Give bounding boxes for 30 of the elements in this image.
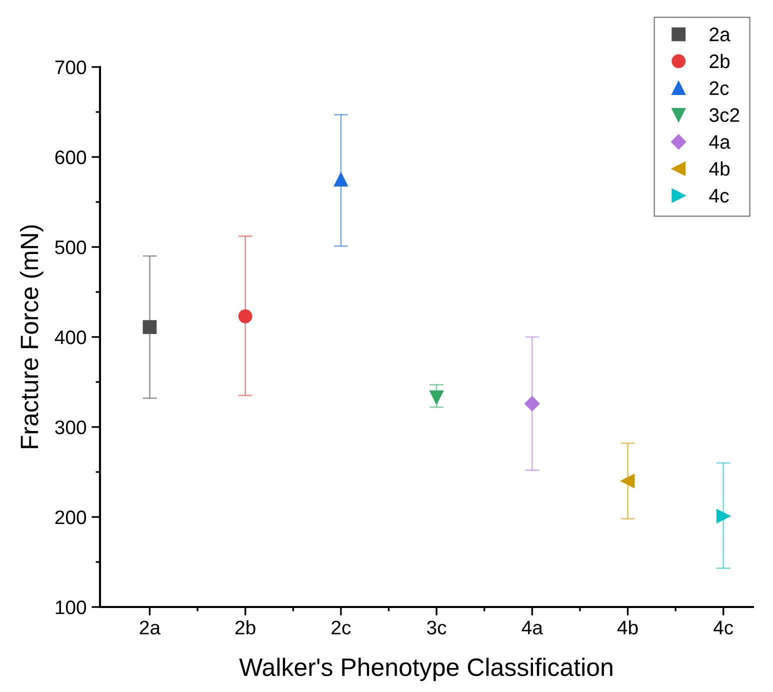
legend-label: 3c2	[709, 108, 740, 122]
x-tick-label: 4b	[617, 620, 638, 634]
y-tick-label: 300	[55, 420, 86, 434]
y-tick-label: 600	[55, 150, 86, 164]
y-tick-label: 200	[55, 510, 86, 524]
y-tick-label: 700	[55, 60, 86, 74]
legend-label: 4c	[709, 189, 729, 203]
point	[334, 172, 348, 186]
x-tick-label: 2a	[140, 620, 161, 634]
x-tick-label: 2c	[332, 620, 351, 634]
legend-label: 2a	[710, 28, 730, 42]
point	[430, 390, 444, 404]
point	[524, 396, 540, 412]
x-tick-label: 4c	[714, 620, 734, 634]
legend-label: 4b	[709, 161, 730, 176]
x-axis-title: Walker's Phenotype Classification	[239, 658, 612, 682]
x-tick-label: 4a	[522, 620, 543, 634]
x-tick-label: 3c	[427, 620, 446, 634]
legend-label: 4a	[709, 135, 730, 149]
point	[716, 509, 730, 524]
legend-label: 2b	[710, 54, 730, 68]
point	[238, 309, 252, 324]
legend-label: 2c	[710, 81, 729, 96]
point	[620, 474, 635, 488]
y-axis-title: Fracture Force (mN)	[20, 225, 44, 448]
y-tick-label: 500	[55, 240, 86, 254]
y-tick-label: 400	[54, 330, 86, 344]
y-tick-label: 100	[56, 600, 86, 614]
x-tick-label: 2b	[235, 620, 256, 634]
point	[142, 320, 157, 334]
